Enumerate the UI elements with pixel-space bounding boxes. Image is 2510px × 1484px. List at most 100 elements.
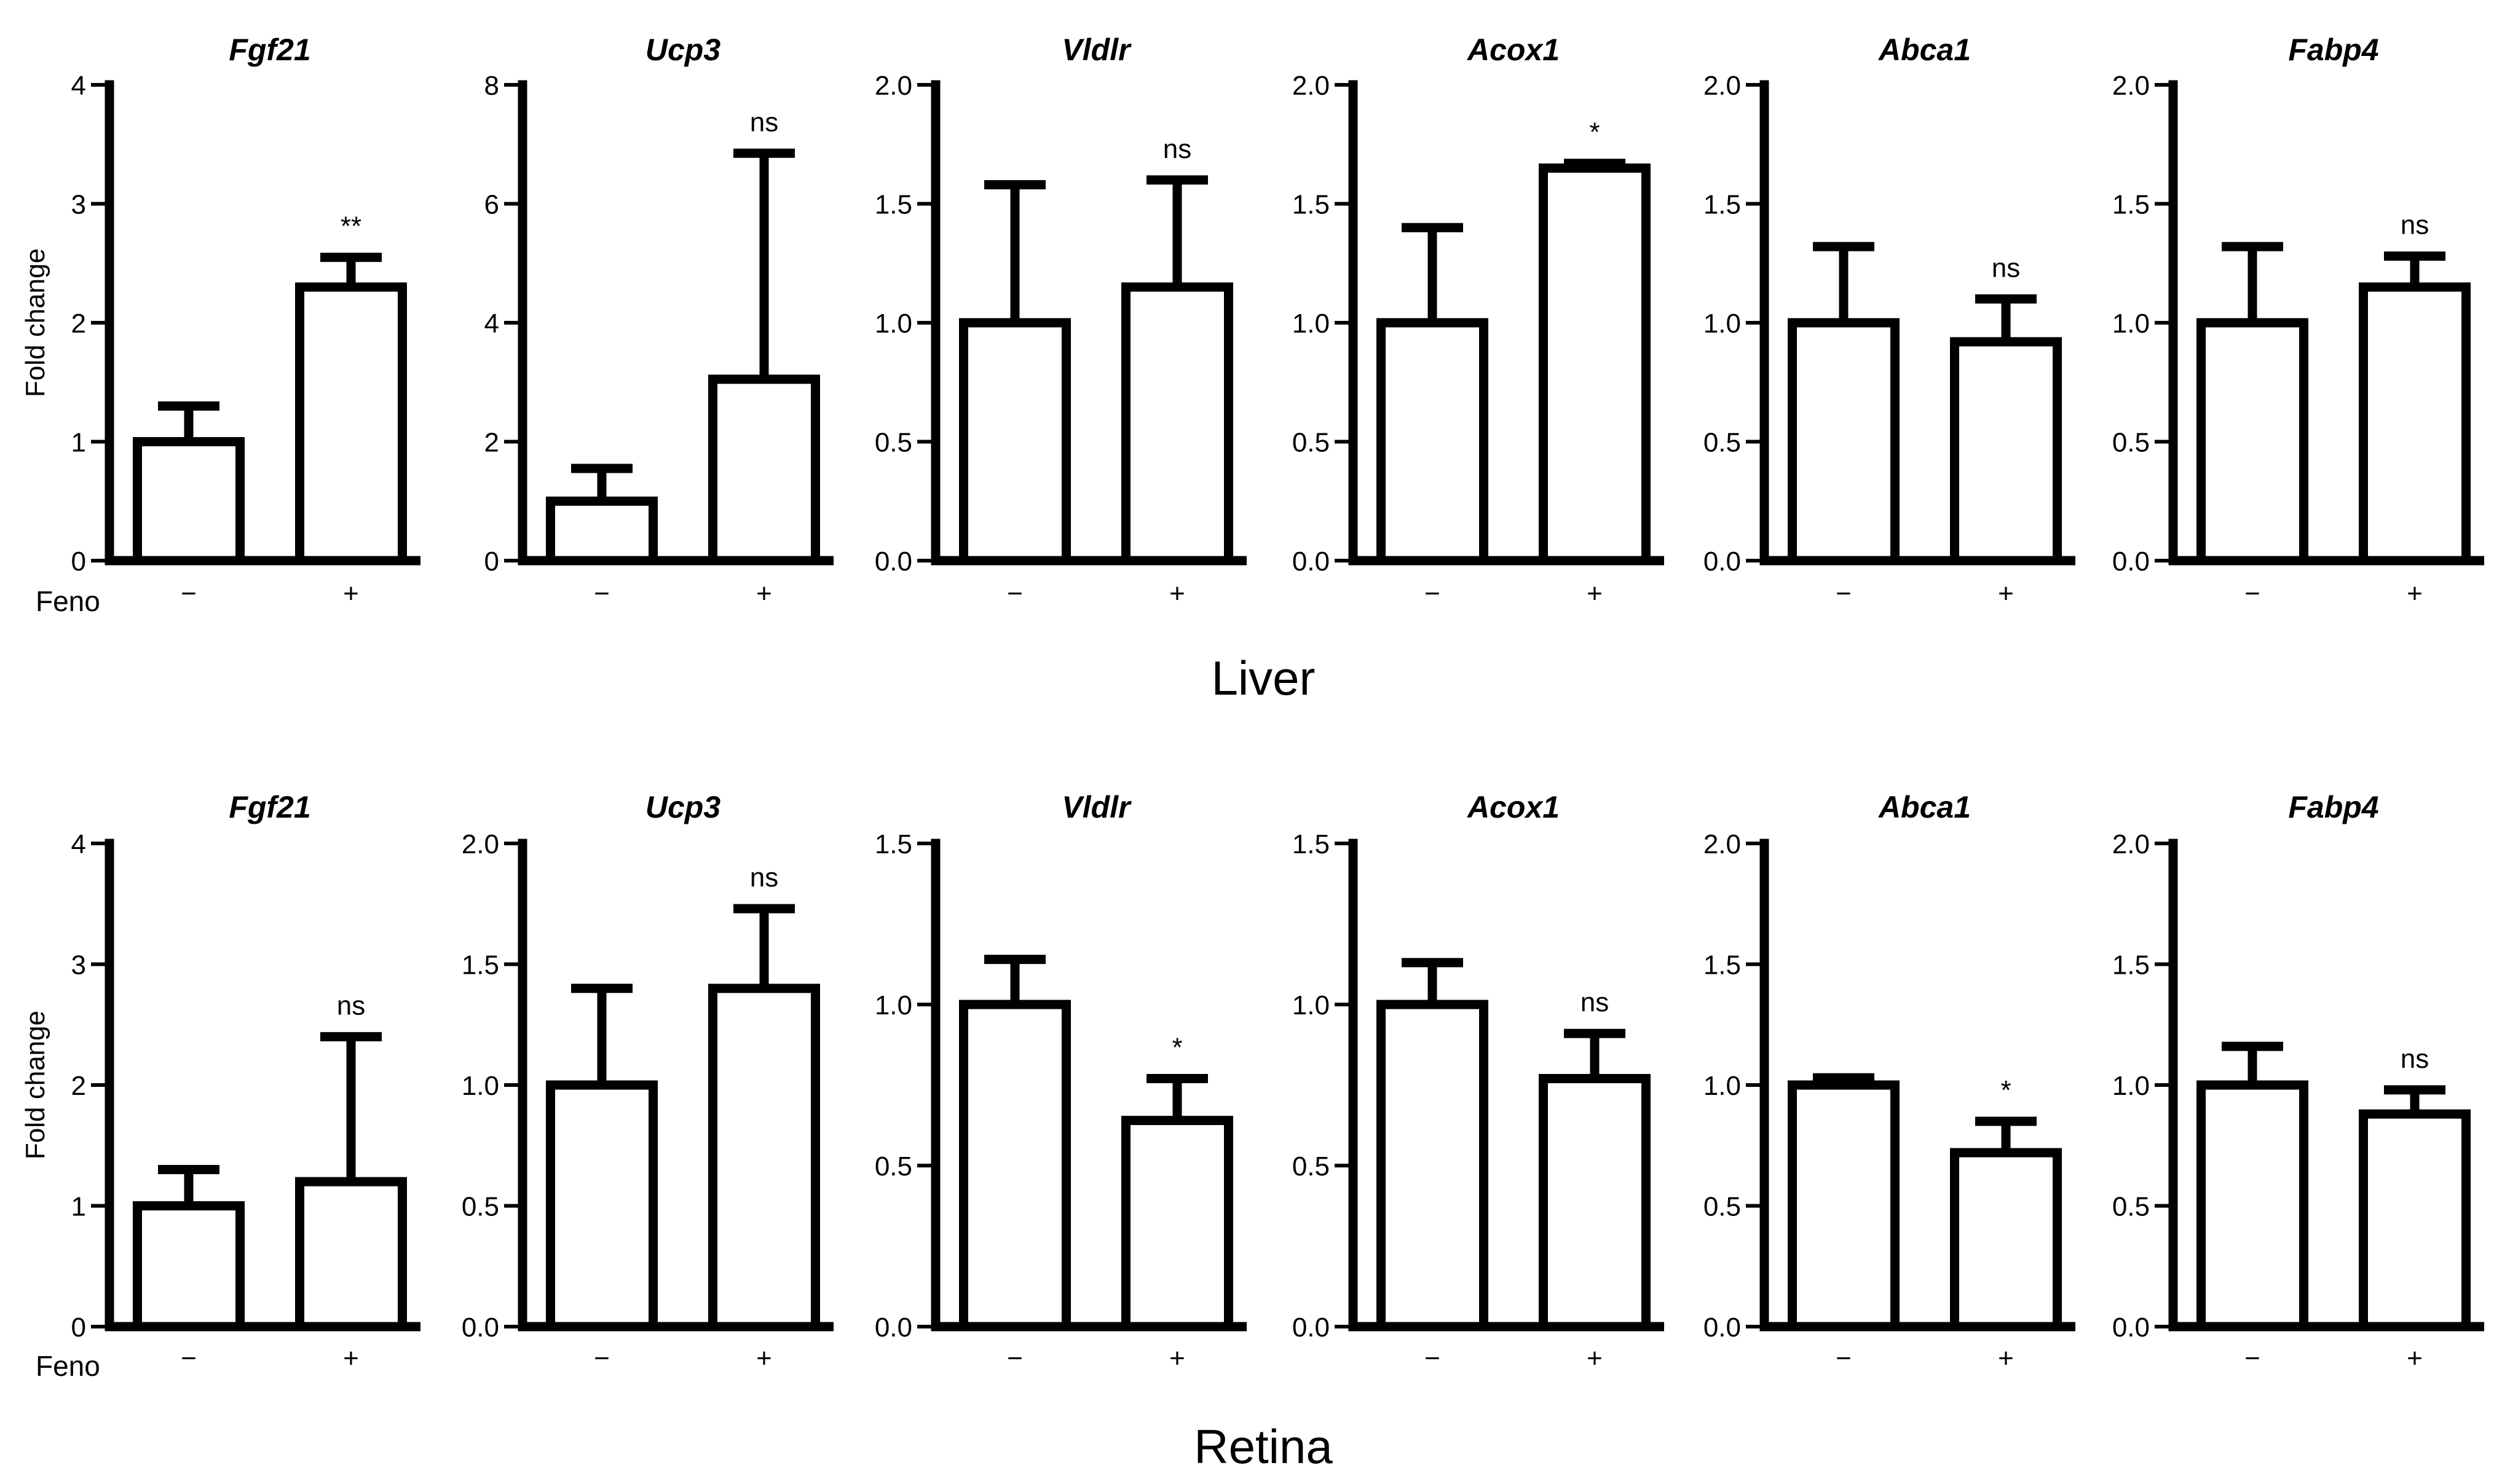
x-category-label: − [1007,1343,1023,1373]
y-tick-label: 1.0 [2112,1071,2150,1101]
y-tick-label: 4 [71,829,86,859]
x-category-label: + [1169,578,1185,609]
y-tick-label: 1.5 [2112,950,2150,981]
x-category-label: − [1424,1343,1440,1373]
y-tick-label: 2.0 [2112,829,2150,859]
y-tick-label: 1.0 [462,1071,499,1101]
bar-control [1376,1000,1488,1332]
significance-label: ns [337,990,365,1020]
bar-feno [1539,1074,1651,1332]
y-tick-label: 1.0 [1703,1071,1741,1101]
y-tick-label: 2.0 [2112,71,2150,101]
y-tick-label: 0.0 [1703,547,1741,577]
panel-title: Acox1 [1466,790,1560,824]
panel-liver-acox1: Acox1 0.0 0.5 1.0 1.5 2.0 − + * [1292,33,1664,609]
panel-title: Vldlr [1062,33,1132,67]
y-tick-label: 2.0 [1703,829,1741,859]
bar-control [1788,1080,1900,1332]
x-category-label: + [2407,1343,2423,1373]
y-tick-label: 0.0 [462,1312,499,1343]
bar-feno [1950,337,2062,566]
y-tick-label: 2 [71,1071,86,1101]
bar-control [133,1201,245,1332]
significance-label: ns [750,862,778,893]
x-category-label: + [2407,578,2423,609]
y-tick-label: 0.0 [875,547,912,577]
bar-feno [1950,1148,2062,1332]
y-tick-label: 8 [484,71,499,101]
significance-label: ns [750,107,778,137]
x-category-label: − [594,1343,610,1373]
x-category-label: − [1007,578,1023,609]
y-tick-label: 4 [71,71,86,101]
y-tick-label: 1.0 [1703,309,1741,339]
y-tick-label: 3 [71,950,86,981]
bar-control [546,496,658,566]
x-category-label: + [1998,1343,2014,1373]
significance-label: ns [2401,1044,2429,1074]
y-tick-label: 2 [71,309,86,339]
y-tick-label: 1.0 [1292,309,1330,339]
x-category-label: + [1998,578,2014,609]
bar-control [2196,318,2308,566]
y-tick-label: 2.0 [875,71,912,101]
y-tick-label: 0.5 [1292,1151,1330,1182]
panel-title: Fabp4 [2288,33,2378,67]
x-category-label: + [1587,578,1603,609]
bar-control [959,1000,1071,1332]
significance-label: * [2000,1075,2011,1105]
panel-retina-ucp3: Ucp3 0.0 0.5 1.0 1.5 2.0 − + ns [462,790,834,1373]
y-tick-label: 3 [71,190,86,220]
y-tick-label: 0.5 [462,1192,499,1222]
x-category-label: − [1836,1343,1852,1373]
section-title: Retina [1194,1419,1333,1474]
y-tick-label: 0.0 [2112,547,2150,577]
x-category-label: − [2244,1343,2260,1373]
y-tick-label: 1.5 [875,190,912,220]
bar-control [2196,1080,2308,1332]
x-category-label: + [343,1343,359,1373]
x-category-label: + [343,578,359,609]
x-category-label: − [181,1343,197,1373]
panel-retina-fgf21: Fgf21 0 1 2 3 4 − + ns [71,790,420,1373]
panel-retina-fabp4: Fabp4 0.0 0.5 1.0 1.5 2.0 − + ns [2112,790,2484,1373]
chart-row-liver: Fgf21 0 1 2 3 4 − + ** Ucp3 0 2 4 6 8 − + ns Vldlr 0.0 0.5 1.… [20,33,2484,705]
bar-feno [708,984,820,1332]
panel-title: Fgf21 [229,790,310,824]
bar-feno [708,374,820,566]
y-tick-label: 1.5 [875,829,912,859]
y-tick-label: 1.0 [875,309,912,339]
y-tick-label: 1 [71,428,86,458]
y-tick-label: 1.0 [875,990,912,1020]
panel-liver-ucp3: Ucp3 0 2 4 6 8 − + ns [484,33,834,609]
panel-title: Ucp3 [645,33,720,67]
treatment-label: Feno [36,1350,100,1382]
bar-feno [2359,1109,2471,1332]
panel-liver-fabp4: Fabp4 0.0 0.5 1.0 1.5 2.0 − + ns [2112,33,2484,609]
panel-title: Fgf21 [229,33,310,67]
panel-liver-vldlr: Vldlr 0.0 0.5 1.0 1.5 2.0 − + ns [875,33,1247,609]
section-title: Liver [1211,651,1315,705]
y-tick-label: 0.5 [1703,1192,1741,1222]
y-tick-label: 1.5 [1703,950,1741,981]
panel-title: Vldlr [1062,790,1132,824]
x-category-label: + [1169,1343,1185,1373]
significance-label: ns [1163,134,1191,164]
y-tick-label: 0.5 [875,428,912,458]
significance-label: ** [341,211,361,242]
significance-label: * [1172,1033,1182,1063]
y-tick-label: 1.5 [1292,829,1330,859]
y-tick-label: 6 [484,190,499,220]
significance-label: ns [1581,987,1609,1017]
bar-feno [2359,282,2471,566]
y-tick-label: 0.5 [1703,428,1741,458]
x-category-label: − [1836,578,1852,609]
x-category-label: − [2244,578,2260,609]
x-category-label: + [756,1343,772,1373]
significance-label: * [1589,117,1600,148]
y-tick-label: 0.0 [875,1312,912,1343]
significance-label: ns [1992,253,2020,283]
panel-title: Ucp3 [645,790,720,824]
